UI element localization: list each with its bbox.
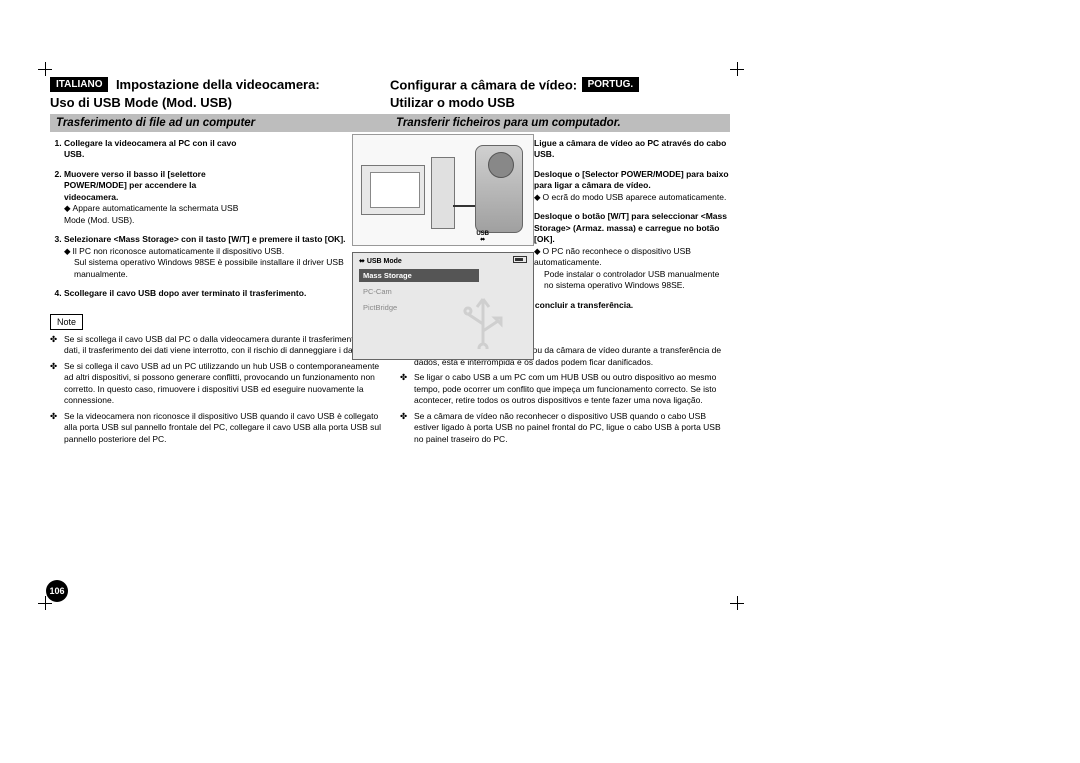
screen-illustration: ⬌ USB Mode Mass Storage PC-Cam PictBridg… [352,252,534,360]
note-label-it: Note [50,314,83,330]
note-item: Se a câmara de vídeo não reconhecer o di… [414,411,730,445]
step-item: Selezionare <Mass Storage> con il tasto … [64,234,382,280]
step-item: Muovere verso il basso il [selettore POW… [64,169,382,226]
notes-list-it: Se si scollega il cavo USB dal PC o dall… [50,334,382,445]
note-item: Se si scollega il cavo USB dal PC o dall… [64,334,382,357]
section-bar-it: Trasferimento di file ad un computer [50,114,390,132]
step-sub: ◆Il PC non riconosce automaticamente il … [64,246,382,257]
manual-page: ITALIANO Impostazione della videocamera:… [50,76,730,596]
note-item: Se la videocamera non riconosce il dispo… [64,411,382,445]
step-item: Collegare la videocamera al PC con il ca… [64,138,382,161]
crop-mark [38,62,52,76]
step-sub: ◆Appare automaticamente la schermata USB… [64,203,244,226]
lang-badge-pt: PORTUG. [582,77,640,92]
camera-icon [475,145,523,233]
header-right: Configurar a câmara de vídeo: PORTUG. Ut… [390,76,730,132]
pc-tower-icon [431,157,455,229]
page-number: 106 [46,580,68,602]
subtitle-it: Uso di USB Mode (Mod. USB) [50,95,390,110]
usb-trident-icon [453,289,513,349]
section-bar-pt: Transferir ficheiros para um computador. [390,114,730,132]
title-pt: Configurar a câmara de vídeo: [390,77,577,92]
step-head: Scollegare il cavo USB dopo aver termina… [64,288,382,299]
step-sub: Sul sistema operativo Windows 98SE è pos… [64,257,382,280]
ui-title: ⬌ USB Mode [359,257,402,265]
note-item: Se si collega il cavo USB ad un PC utili… [64,361,382,407]
crop-mark [730,62,744,76]
illustration-group: USB⬌ ⬌ USB Mode Mass Storage PC-Cam Pict… [352,134,534,360]
subtitle-pt: Utilizar o modo USB [390,95,730,110]
crop-mark [730,596,744,610]
header-left: ITALIANO Impostazione della videocamera:… [50,76,390,132]
ui-option-selected: Mass Storage [359,269,479,282]
step-item: Scollegare il cavo USB dopo aver termina… [64,288,382,299]
notes-list-pt: Se desligar o cabo USB do PC ou da câmar… [400,345,730,445]
title-it: Impostazione della videocamera: [116,77,320,92]
page-header: ITALIANO Impostazione della videocamera:… [50,76,730,132]
steps-list-it: Collegare la videocamera al PC con il ca… [50,138,382,300]
connection-illustration: USB⬌ [352,134,534,246]
pc-monitor-icon [361,165,425,215]
usb-label: USB⬌ [476,231,489,243]
step-head: Selezionare <Mass Storage> con il tasto … [64,234,382,245]
step-head: Collegare la videocamera al PC con il ca… [64,138,244,161]
step-head: Muovere verso il basso il [selettore POW… [64,169,244,203]
lang-badge-it: ITALIANO [50,77,108,92]
battery-icon [513,256,527,263]
column-it: Collegare la videocamera al PC con il ca… [50,138,390,449]
note-item: Se ligar o cabo USB a um PC com um HUB U… [414,372,730,406]
